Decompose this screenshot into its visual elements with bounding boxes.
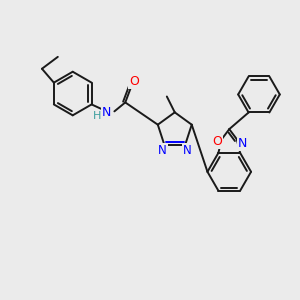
Text: H: H bbox=[93, 111, 102, 121]
Text: O: O bbox=[129, 75, 139, 88]
Text: N: N bbox=[158, 144, 167, 157]
Text: N: N bbox=[183, 144, 192, 157]
Text: O: O bbox=[212, 134, 222, 148]
Text: N: N bbox=[238, 136, 247, 149]
Text: N: N bbox=[102, 106, 111, 119]
